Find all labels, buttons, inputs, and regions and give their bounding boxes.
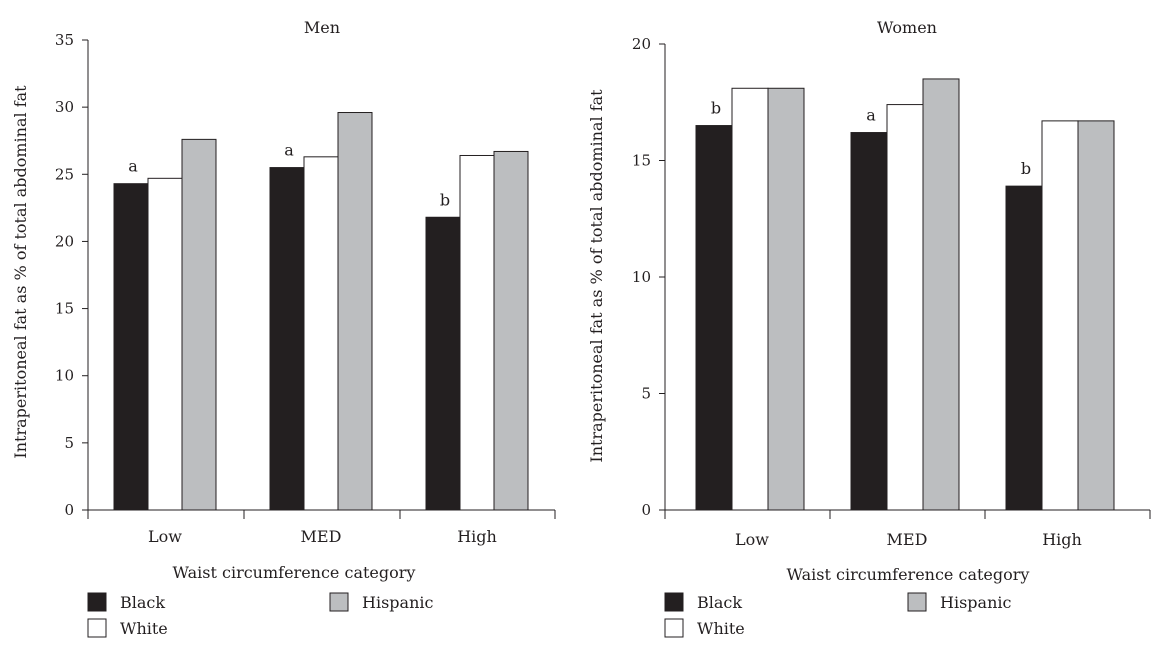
y-tick-label: 15 xyxy=(632,152,651,170)
x-axis-label: Waist circumference category xyxy=(787,565,1030,584)
annotation-label: a xyxy=(866,106,876,125)
legend-swatch-hispanic xyxy=(907,592,927,612)
y-tick-label: 20 xyxy=(55,232,74,250)
y-tick-label: 20 xyxy=(632,35,651,53)
bar-black-med xyxy=(850,132,888,511)
x-tick-label: High xyxy=(457,527,497,546)
bar-black-low xyxy=(113,183,149,511)
legend-swatch-white xyxy=(664,618,684,638)
legend-label-hispanic: Hispanic xyxy=(940,593,1011,612)
annotation-label: b xyxy=(711,99,721,118)
legend-swatch-white xyxy=(87,618,107,638)
legend: Black White Hispanic xyxy=(87,592,433,638)
annotation-label: b xyxy=(1021,159,1031,178)
significance-annotations: b a b xyxy=(711,99,1031,179)
y-axis-label: Intraperitoneal fat as % of total abdomi… xyxy=(11,85,30,459)
bar-white-med xyxy=(303,156,339,511)
x-tick-label: MED xyxy=(301,527,342,546)
legend-label-black: Black xyxy=(120,593,165,612)
chart-women: Women Intraperitoneal fat as % of total … xyxy=(587,18,1151,638)
bar-hispanic-med xyxy=(337,112,373,511)
legend-label-white: White xyxy=(697,619,745,638)
x-tick-label: High xyxy=(1042,530,1082,549)
x-tick-label: Low xyxy=(148,527,182,546)
legend-swatch-hispanic xyxy=(329,592,349,612)
y-tick-label: 25 xyxy=(55,165,74,183)
y-tick-label: 5 xyxy=(641,385,651,403)
y-tick-label: 30 xyxy=(55,98,74,116)
legend: Black White Hispanic xyxy=(664,592,1011,638)
y-tick-label: 10 xyxy=(55,367,74,385)
legend-swatch-black xyxy=(87,592,107,612)
bar-hispanic-high xyxy=(493,150,529,511)
y-tick-label: 15 xyxy=(55,300,74,318)
bar-white-low xyxy=(731,87,769,511)
bar-white-high xyxy=(459,154,495,511)
axes: 0 5 10 15 20 25 30 35 Low MED High xyxy=(55,31,556,546)
bar-hispanic-low xyxy=(181,138,217,511)
y-tick-label: 10 xyxy=(632,268,651,286)
annotation-label: a xyxy=(284,141,294,160)
chart-title: Women xyxy=(877,18,937,37)
bar-hispanic-med xyxy=(922,78,960,511)
y-tick-label: 5 xyxy=(64,434,74,452)
significance-annotations: a a b xyxy=(128,141,450,210)
y-tick-label: 0 xyxy=(641,501,651,519)
bars xyxy=(113,112,529,511)
y-tick-label: 35 xyxy=(55,31,74,49)
bar-hispanic-low xyxy=(767,87,805,511)
annotation-label: b xyxy=(440,190,450,209)
y-axis-label: Intraperitoneal fat as % of total abdomi… xyxy=(587,89,606,463)
legend-label-black: Black xyxy=(697,593,742,612)
bar-black-high xyxy=(425,216,461,511)
bar-black-high xyxy=(1005,185,1043,511)
legend-swatch-black xyxy=(664,592,684,612)
bar-black-med xyxy=(269,167,305,511)
y-tick-label: 0 xyxy=(64,501,74,519)
legend-label-white: White xyxy=(120,619,168,638)
bar-white-low xyxy=(147,177,183,511)
bar-black-low xyxy=(695,125,733,511)
bar-white-high xyxy=(1041,120,1079,511)
chart-title: Men xyxy=(304,18,340,37)
bars xyxy=(695,78,1115,511)
bar-hispanic-high xyxy=(1077,120,1115,511)
legend-label-hispanic: Hispanic xyxy=(362,593,433,612)
x-tick-label: Low xyxy=(735,530,769,549)
x-tick-label: MED xyxy=(887,530,928,549)
chart-men: Men Intraperitoneal fat as % of total ab… xyxy=(11,18,556,638)
x-axis-label: Waist circumference category xyxy=(173,563,416,582)
annotation-label: a xyxy=(128,157,138,176)
bar-white-med xyxy=(886,104,924,511)
axes: 0 5 10 15 20 Low MED High xyxy=(632,35,1151,549)
